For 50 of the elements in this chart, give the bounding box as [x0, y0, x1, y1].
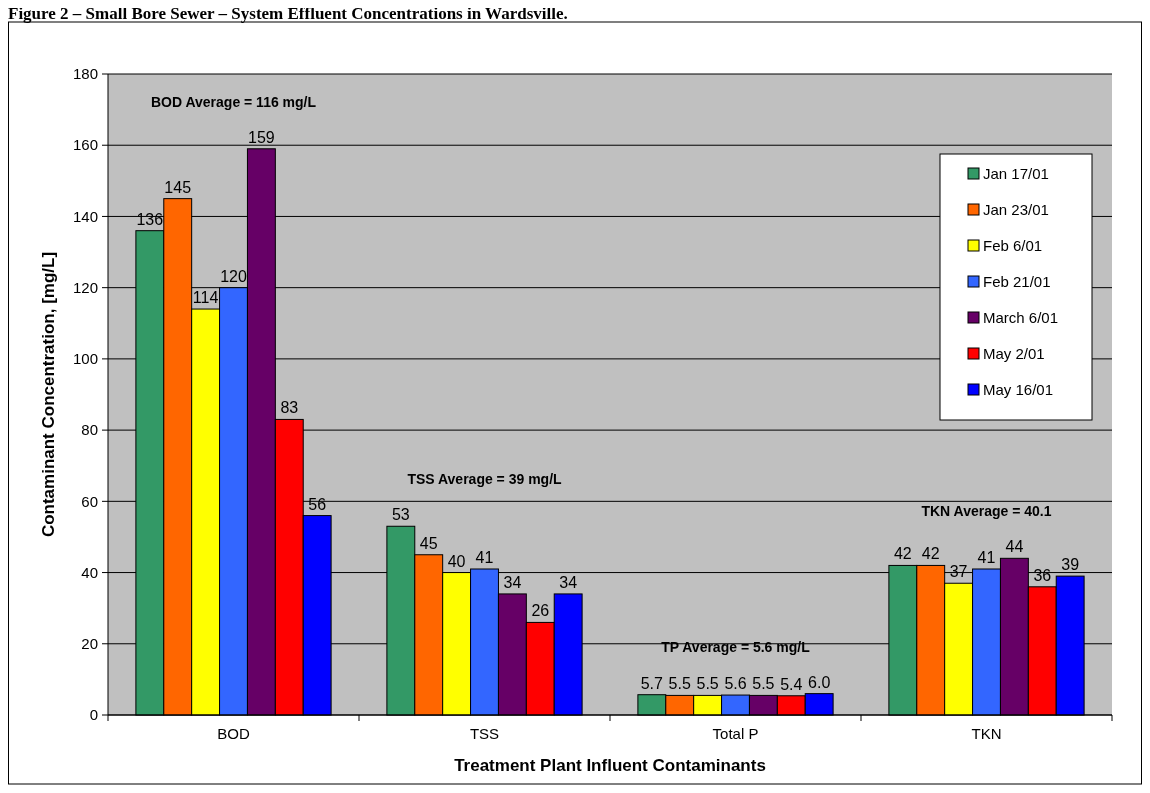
data-label: 53 — [391, 506, 410, 524]
data-label: 5.5 — [696, 675, 719, 693]
x-tick-label: TKN — [971, 725, 1002, 742]
y-tick-label: 160 — [72, 136, 98, 154]
y-tick-label: 140 — [72, 207, 98, 225]
y-tick-label: 120 — [72, 278, 98, 296]
data-label: 34 — [503, 573, 522, 591]
legend-label: Feb 21/01 — [983, 272, 1051, 290]
y-tick-label: 180 — [72, 65, 98, 83]
data-label: 5.6 — [724, 675, 747, 693]
data-label: 45 — [419, 534, 438, 552]
annotation: BOD Average = 116 mg/L — [150, 93, 317, 110]
legend-label: Jan 23/01 — [983, 200, 1049, 218]
legend-label: Jan 17/01 — [983, 164, 1049, 182]
x-axis-title: Treatment Plant Influent Contaminants — [454, 756, 766, 775]
y-tick-label: 60 — [81, 492, 98, 510]
data-label: 41 — [977, 548, 996, 566]
legend-label: May 16/01 — [983, 380, 1054, 398]
data-label: 42 — [921, 545, 940, 563]
data-label: 120 — [220, 267, 247, 285]
legend-label: Feb 6/01 — [983, 236, 1043, 254]
y-tick-label: 20 — [81, 635, 98, 653]
data-label: 5.4 — [780, 675, 803, 693]
data-label: 41 — [475, 548, 494, 566]
data-label: 5.7 — [640, 674, 664, 692]
data-label: 42 — [893, 545, 912, 563]
data-label: 6.0 — [808, 673, 831, 691]
y-tick-label: 80 — [81, 421, 98, 439]
y-axis-title: Contaminant Concentration, [mg/L] — [39, 251, 58, 538]
y-tick-label: 100 — [72, 350, 98, 368]
legend-label: March 6/01 — [983, 308, 1059, 326]
legend-label: May 2/01 — [983, 344, 1045, 362]
data-label: 40 — [447, 552, 466, 570]
x-tick-label: Total P — [712, 725, 759, 742]
data-label: 26 — [531, 602, 550, 620]
annotation: TKN Average = 40.1 — [921, 503, 1052, 520]
data-label: 5.5 — [668, 675, 691, 693]
data-label: 34 — [559, 573, 578, 591]
annotation: TSS Average = 39 mg/L — [407, 471, 563, 488]
data-label: 83 — [280, 399, 299, 417]
data-label: 39 — [1061, 556, 1080, 574]
data-label: 145 — [164, 178, 192, 196]
data-label: 5.5 — [752, 675, 775, 693]
y-tick-label: 40 — [81, 563, 98, 581]
data-label: 44 — [1005, 538, 1024, 556]
x-tick-label: TSS — [469, 725, 500, 742]
data-label: 159 — [248, 128, 275, 146]
data-label: 114 — [192, 289, 219, 307]
x-tick-label: BOD — [217, 725, 250, 742]
y-tick-label: 0 — [89, 706, 98, 724]
